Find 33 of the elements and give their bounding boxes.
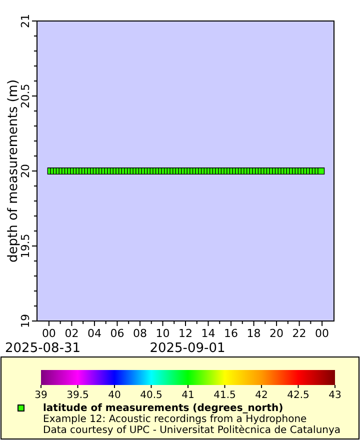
color-bar-label: 39.5 (66, 390, 89, 401)
y-tick-label: 19 (19, 314, 32, 328)
color-bar-label: 39 (34, 390, 48, 401)
x-tick-label: 18 (246, 327, 261, 340)
x-tick-label: 20 (270, 327, 284, 340)
x-tick-label: 04 (87, 327, 102, 340)
text: 2025-09-01 (150, 341, 226, 356)
color-bar-label: 42 (255, 390, 268, 401)
x-tick-label: 12 (178, 327, 192, 340)
y-tick-label: 20.5 (19, 84, 32, 108)
x-tick-label: 10 (156, 327, 170, 340)
y-axis-title: depth of measurements (m) (6, 79, 21, 263)
x-tick-label: 08 (132, 327, 147, 340)
y-tick-label: 21 (19, 14, 32, 28)
x-tick-label: 14 (201, 327, 216, 340)
color-bar-label: 41 (182, 390, 194, 401)
text: Example 12: Acoustic recordings from a Hydrophone (43, 414, 307, 425)
text: Data courtesy of UPC - Universitat Politècnica de Catalunya (43, 425, 341, 436)
x-tick-label: 02 (64, 327, 79, 340)
color-bar-label: 43 (328, 390, 342, 401)
x-tick-label: 00 (42, 327, 56, 340)
color-bar-label: 42.5 (287, 390, 310, 401)
x-tick-label: 06 (110, 327, 124, 340)
text: 2025-08-31 (5, 341, 81, 356)
color-bar-label: 41.5 (214, 390, 236, 401)
color-bar-title: latitude of measurements (degrees_north) (43, 403, 284, 414)
y-tick-label: 19.5 (19, 234, 32, 258)
color-bar-label: 40 (108, 390, 121, 401)
x-tick-label: 22 (292, 327, 306, 340)
x-tick-label: 16 (224, 327, 238, 340)
y-tick-label: 20 (19, 164, 32, 178)
color-bar-label: 40.5 (140, 390, 162, 401)
x-tick-label: 00 (315, 327, 330, 340)
